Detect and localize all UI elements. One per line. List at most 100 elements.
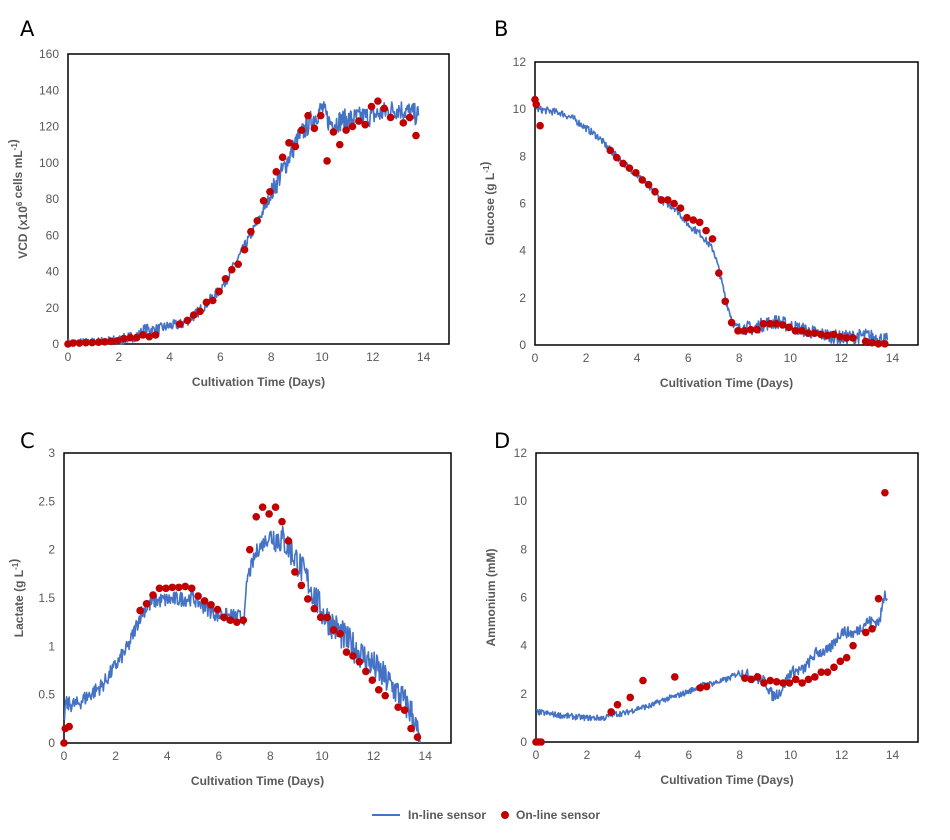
y-axis-title: Ammonium (mM) [484, 549, 498, 647]
online-sensor-point [696, 684, 705, 692]
online-sensor-point [613, 700, 622, 709]
online-sensor-point [881, 340, 889, 348]
online-sensor-point [285, 139, 293, 147]
online-sensor-point [836, 332, 844, 341]
online-sensor-point [741, 674, 749, 682]
x-tick-label: 10 [315, 350, 329, 364]
online-sensor-point [266, 187, 274, 196]
online-sensor-point [336, 629, 344, 638]
online-sensor-point [342, 126, 350, 134]
online-sensor-point [297, 126, 306, 134]
y-axis-title: Lactate (g L-1) [7, 559, 26, 637]
y-tick-label: 1.5 [38, 591, 55, 605]
online-sensor-point [88, 338, 96, 347]
online-sensor-point [187, 584, 196, 593]
y-tick-label: 10 [513, 102, 527, 116]
online-sensor-point [804, 329, 813, 338]
online-sensor-point [181, 582, 190, 591]
online-sensor-point [791, 675, 800, 684]
y-axis-title-part: Glucose (g L [483, 173, 497, 246]
online-sensor-point [175, 320, 184, 328]
online-sensor-point [139, 331, 147, 339]
online-sensor-point [772, 677, 781, 686]
online-sensor-point [804, 675, 813, 684]
online-sensor-point [304, 111, 312, 120]
online-sensor-point [874, 594, 883, 603]
chart-panel-b: B 0 2 4 6 8 10 12 14 0 2 4 6 8 10 12 Cultivation Time (D… [478, 17, 919, 390]
online-sensor-point [329, 128, 338, 136]
x-axis-title: Cultivation Time (Days) [660, 376, 793, 390]
online-sensor-point [374, 97, 382, 105]
online-sensor-point [868, 625, 876, 633]
online-sensor-point [374, 686, 383, 694]
online-sensor-point [126, 333, 135, 342]
online-sensor-point [657, 196, 666, 204]
online-sensor-point [265, 510, 273, 518]
online-sensor-point [708, 235, 717, 243]
chart-panel-d: D 0 2 4 6 8 10 12 14 0 2 4 6 8 10 12 Cultivation Time (D… [484, 429, 919, 787]
y-axis-title-part: VCD (x10 [16, 206, 30, 259]
x-tick-label: 8 [736, 748, 743, 762]
y-tick-label: 8 [519, 149, 526, 163]
online-sensor-point [149, 591, 157, 599]
online-sensor-point [779, 679, 787, 687]
online-sensor-point [625, 164, 634, 172]
online-sensor-point [386, 113, 395, 122]
online-sensor-point [772, 319, 781, 328]
panel-letter: A [20, 17, 35, 41]
online-sensor-point [132, 333, 141, 342]
online-sensor-point [626, 693, 635, 702]
y-axis-title: VCD (x106 cells mL-1) [6, 139, 30, 259]
online-sensor-point [612, 153, 621, 162]
online-sensor-point [536, 121, 544, 130]
y-axis-title-superscript: -1 [10, 143, 19, 151]
online-sensor-point [253, 216, 262, 225]
y-tick-label: 0 [519, 338, 526, 352]
online-sensor-point [355, 658, 364, 666]
legend: In-line sensor On-line sensor [372, 808, 600, 822]
online-sensor-point [747, 675, 755, 684]
panel-letter: C [20, 429, 35, 453]
online-sensor-point [278, 517, 286, 526]
online-sensor-point [619, 159, 627, 168]
x-tick-label: 4 [166, 350, 173, 364]
online-sensor-point [823, 668, 832, 676]
online-sensor-point [651, 187, 659, 196]
x-tick-label: 10 [784, 351, 798, 365]
x-tick-label: 2 [584, 748, 591, 762]
online-sensor-point [361, 120, 369, 129]
x-tick-label: 14 [417, 350, 431, 364]
x-tick-label: 6 [217, 350, 224, 364]
online-sensor-point [759, 319, 768, 328]
x-tick-label: 6 [685, 748, 692, 762]
online-sensor-point [297, 581, 306, 590]
y-tick-label: 40 [46, 265, 60, 279]
online-sensor-point [304, 595, 312, 603]
online-sensor-point [836, 657, 845, 666]
online-sensor-point [362, 667, 370, 676]
online-sensor-point [316, 613, 325, 622]
online-sensor-point [202, 298, 211, 307]
online-sensor-point [252, 513, 261, 521]
online-sensor-point [607, 708, 615, 716]
online-sensor-point [663, 196, 672, 204]
online-sensor-point [259, 197, 268, 205]
online-sensor-point [842, 653, 851, 662]
online-sensor-point [380, 104, 389, 113]
online-sensor-point [638, 176, 647, 184]
online-sensor-point [168, 583, 177, 592]
online-sensor-point [335, 140, 344, 149]
online-sensor-point [342, 648, 351, 656]
online-sensor-point [247, 227, 255, 236]
x-tick-label: 12 [366, 350, 380, 364]
online-sensor-point [120, 334, 128, 343]
y-tick-label: 2 [48, 543, 55, 557]
online-sensor-point [399, 119, 408, 127]
online-sensor-point [670, 673, 679, 681]
online-sensor-point [75, 339, 84, 347]
y-tick-label: 0 [520, 735, 527, 749]
online-sensor-point [740, 327, 749, 335]
online-sensor-point [537, 738, 545, 746]
online-sensor-point [823, 331, 832, 340]
